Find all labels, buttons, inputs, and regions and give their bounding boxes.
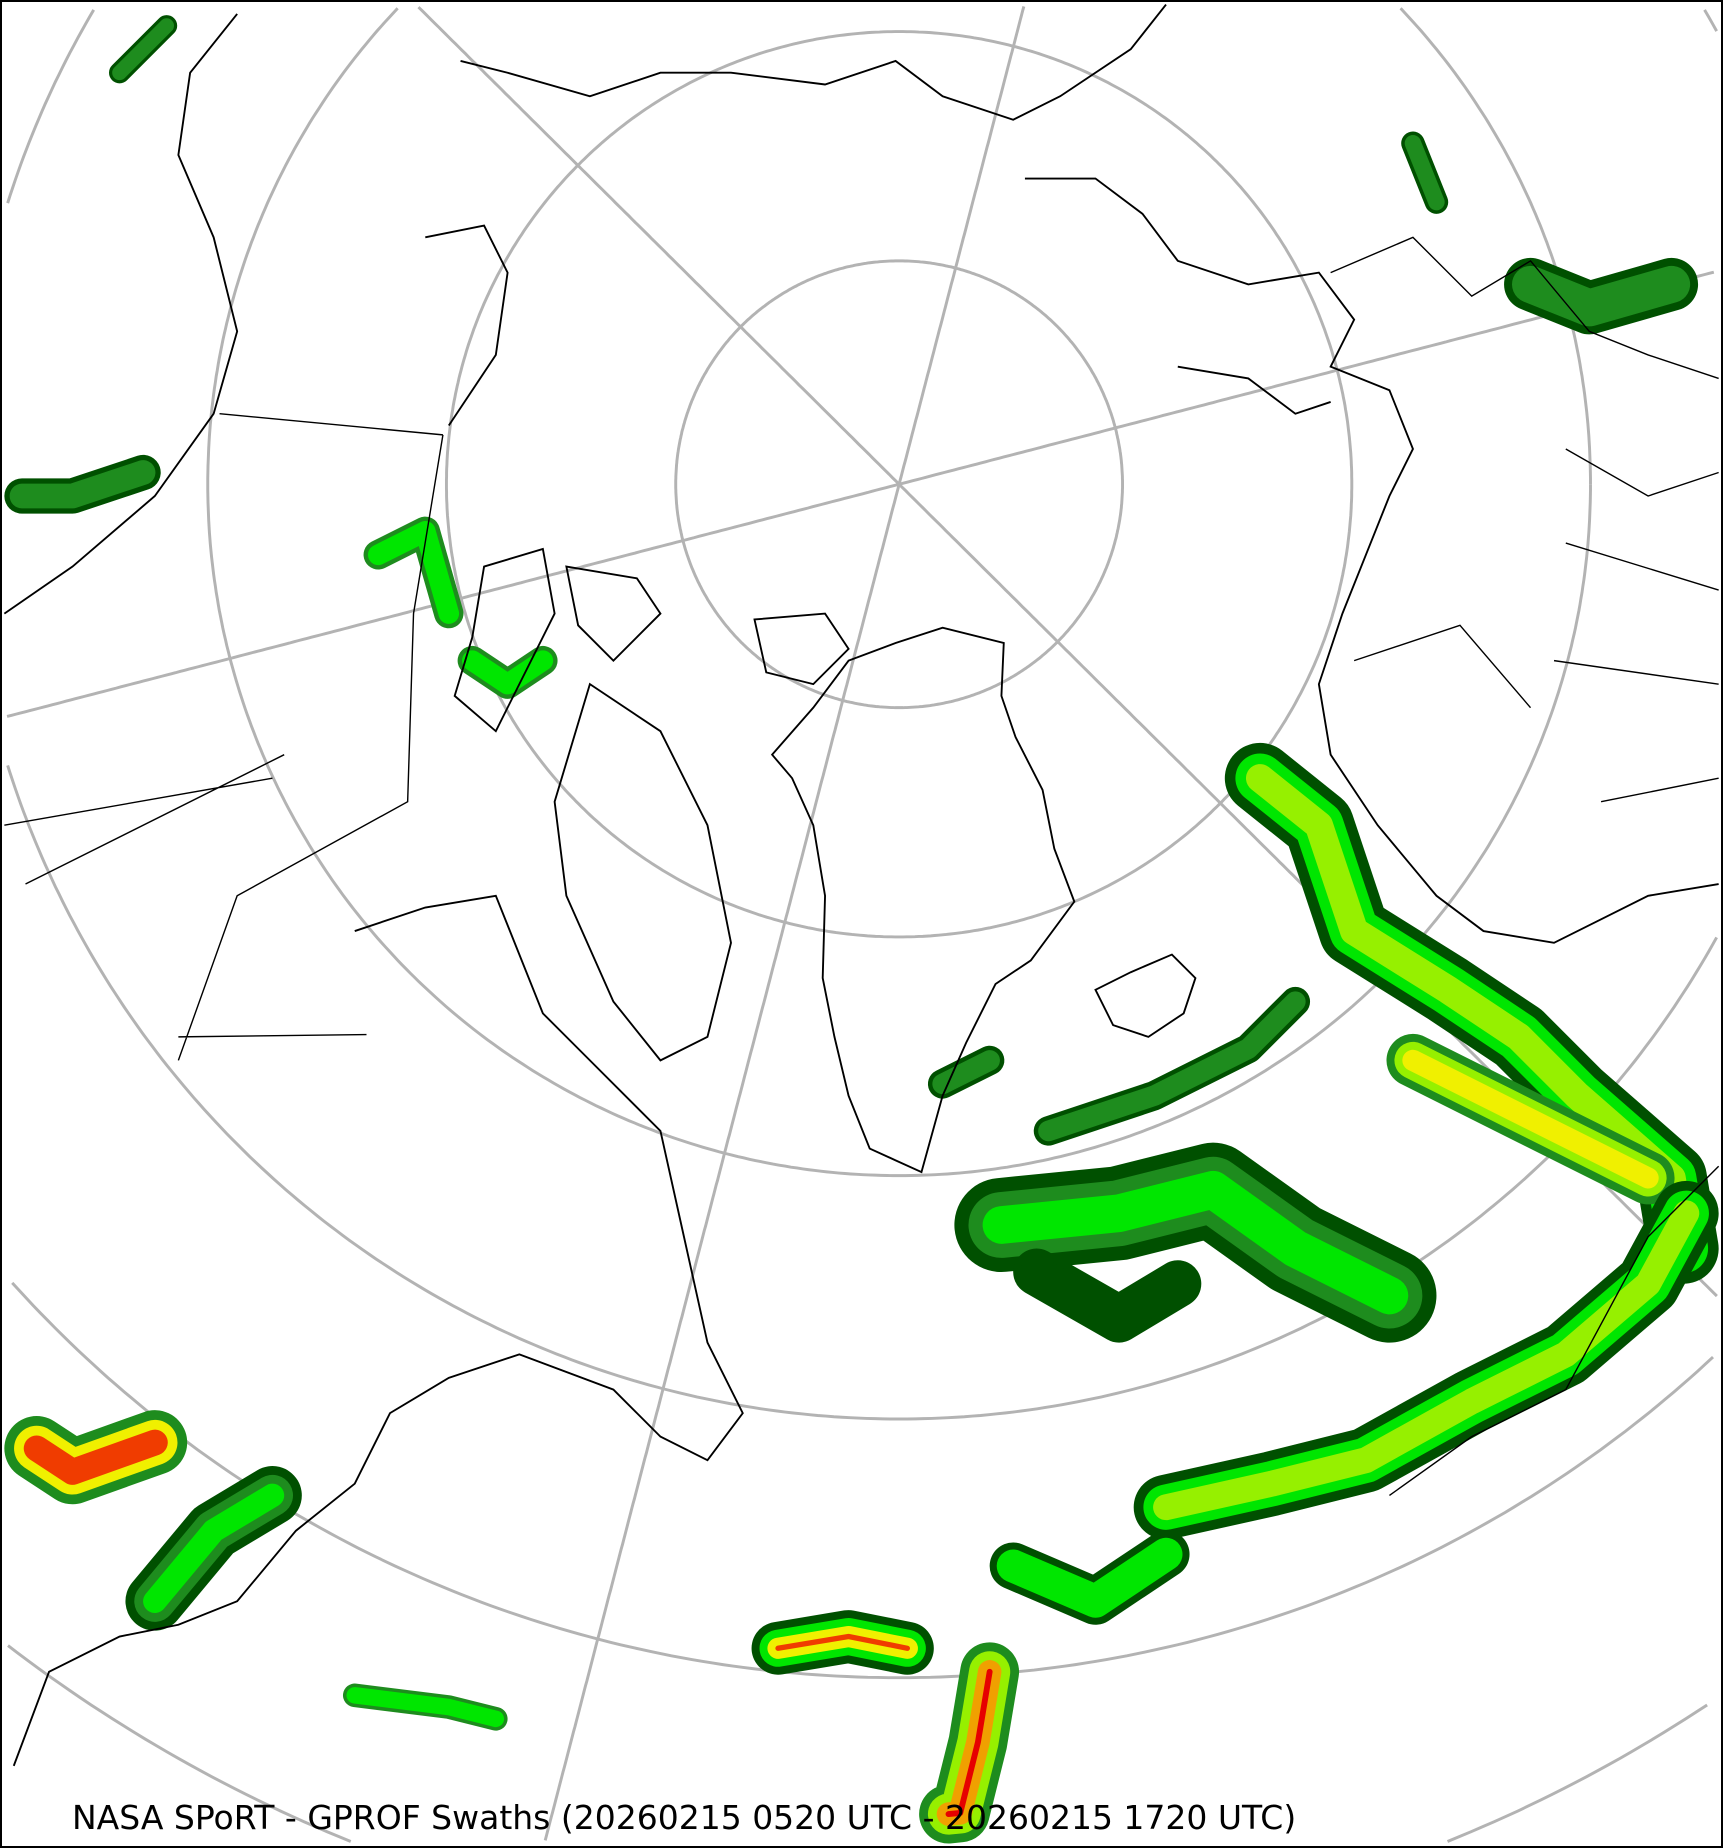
coastlines (3, 3, 1720, 1767)
latitude-circle (6, 764, 1718, 1421)
precip-swath (9, 460, 156, 509)
precip-swath (1404, 135, 1445, 211)
precip-swath (945, 1668, 993, 1818)
meridian-line (543, 6, 1026, 1841)
latitude-circle (7, 1644, 352, 1843)
precip-swath (112, 18, 175, 81)
graticule (6, 6, 1718, 1843)
country-borders (4, 236, 1720, 1497)
precip-swath (775, 1633, 911, 1651)
eurasia-coastline (460, 3, 1719, 944)
precip-swath (1020, 1255, 1195, 1336)
precip-swath (1402, 1049, 1659, 1189)
precip-swath (982, 1170, 1409, 1315)
greenland-coastline (770, 626, 1076, 1174)
latitude-circle (444, 30, 1354, 939)
latitude-circle (206, 7, 1592, 1178)
precip-swath (143, 1483, 285, 1614)
precip-swath (1153, 1200, 1700, 1521)
precip-swath (462, 650, 554, 695)
map-caption: NASA SPoRT - GPROF Swaths (20260215 0520… (72, 1798, 1297, 1837)
precip-swath (1038, 991, 1306, 1142)
iceland-coastline (1094, 953, 1197, 1038)
precip-swath (1512, 265, 1691, 327)
meridian-line (6, 270, 1715, 718)
north-america-coastline (3, 13, 744, 1767)
latitude-circle (1703, 9, 1718, 32)
latitude-circle (674, 259, 1124, 710)
latitude-circle (6, 9, 95, 204)
precip-swath (996, 1537, 1183, 1618)
precip-swath (367, 520, 460, 624)
precip-swath (346, 1687, 505, 1728)
precipitation-swaths (4, 15, 1719, 1844)
latitude-circle (1446, 1703, 1708, 1843)
precip-swath (23, 1429, 168, 1485)
latitude-circle (1399, 7, 1592, 485)
canadian-arctic-coastline (453, 547, 850, 1062)
